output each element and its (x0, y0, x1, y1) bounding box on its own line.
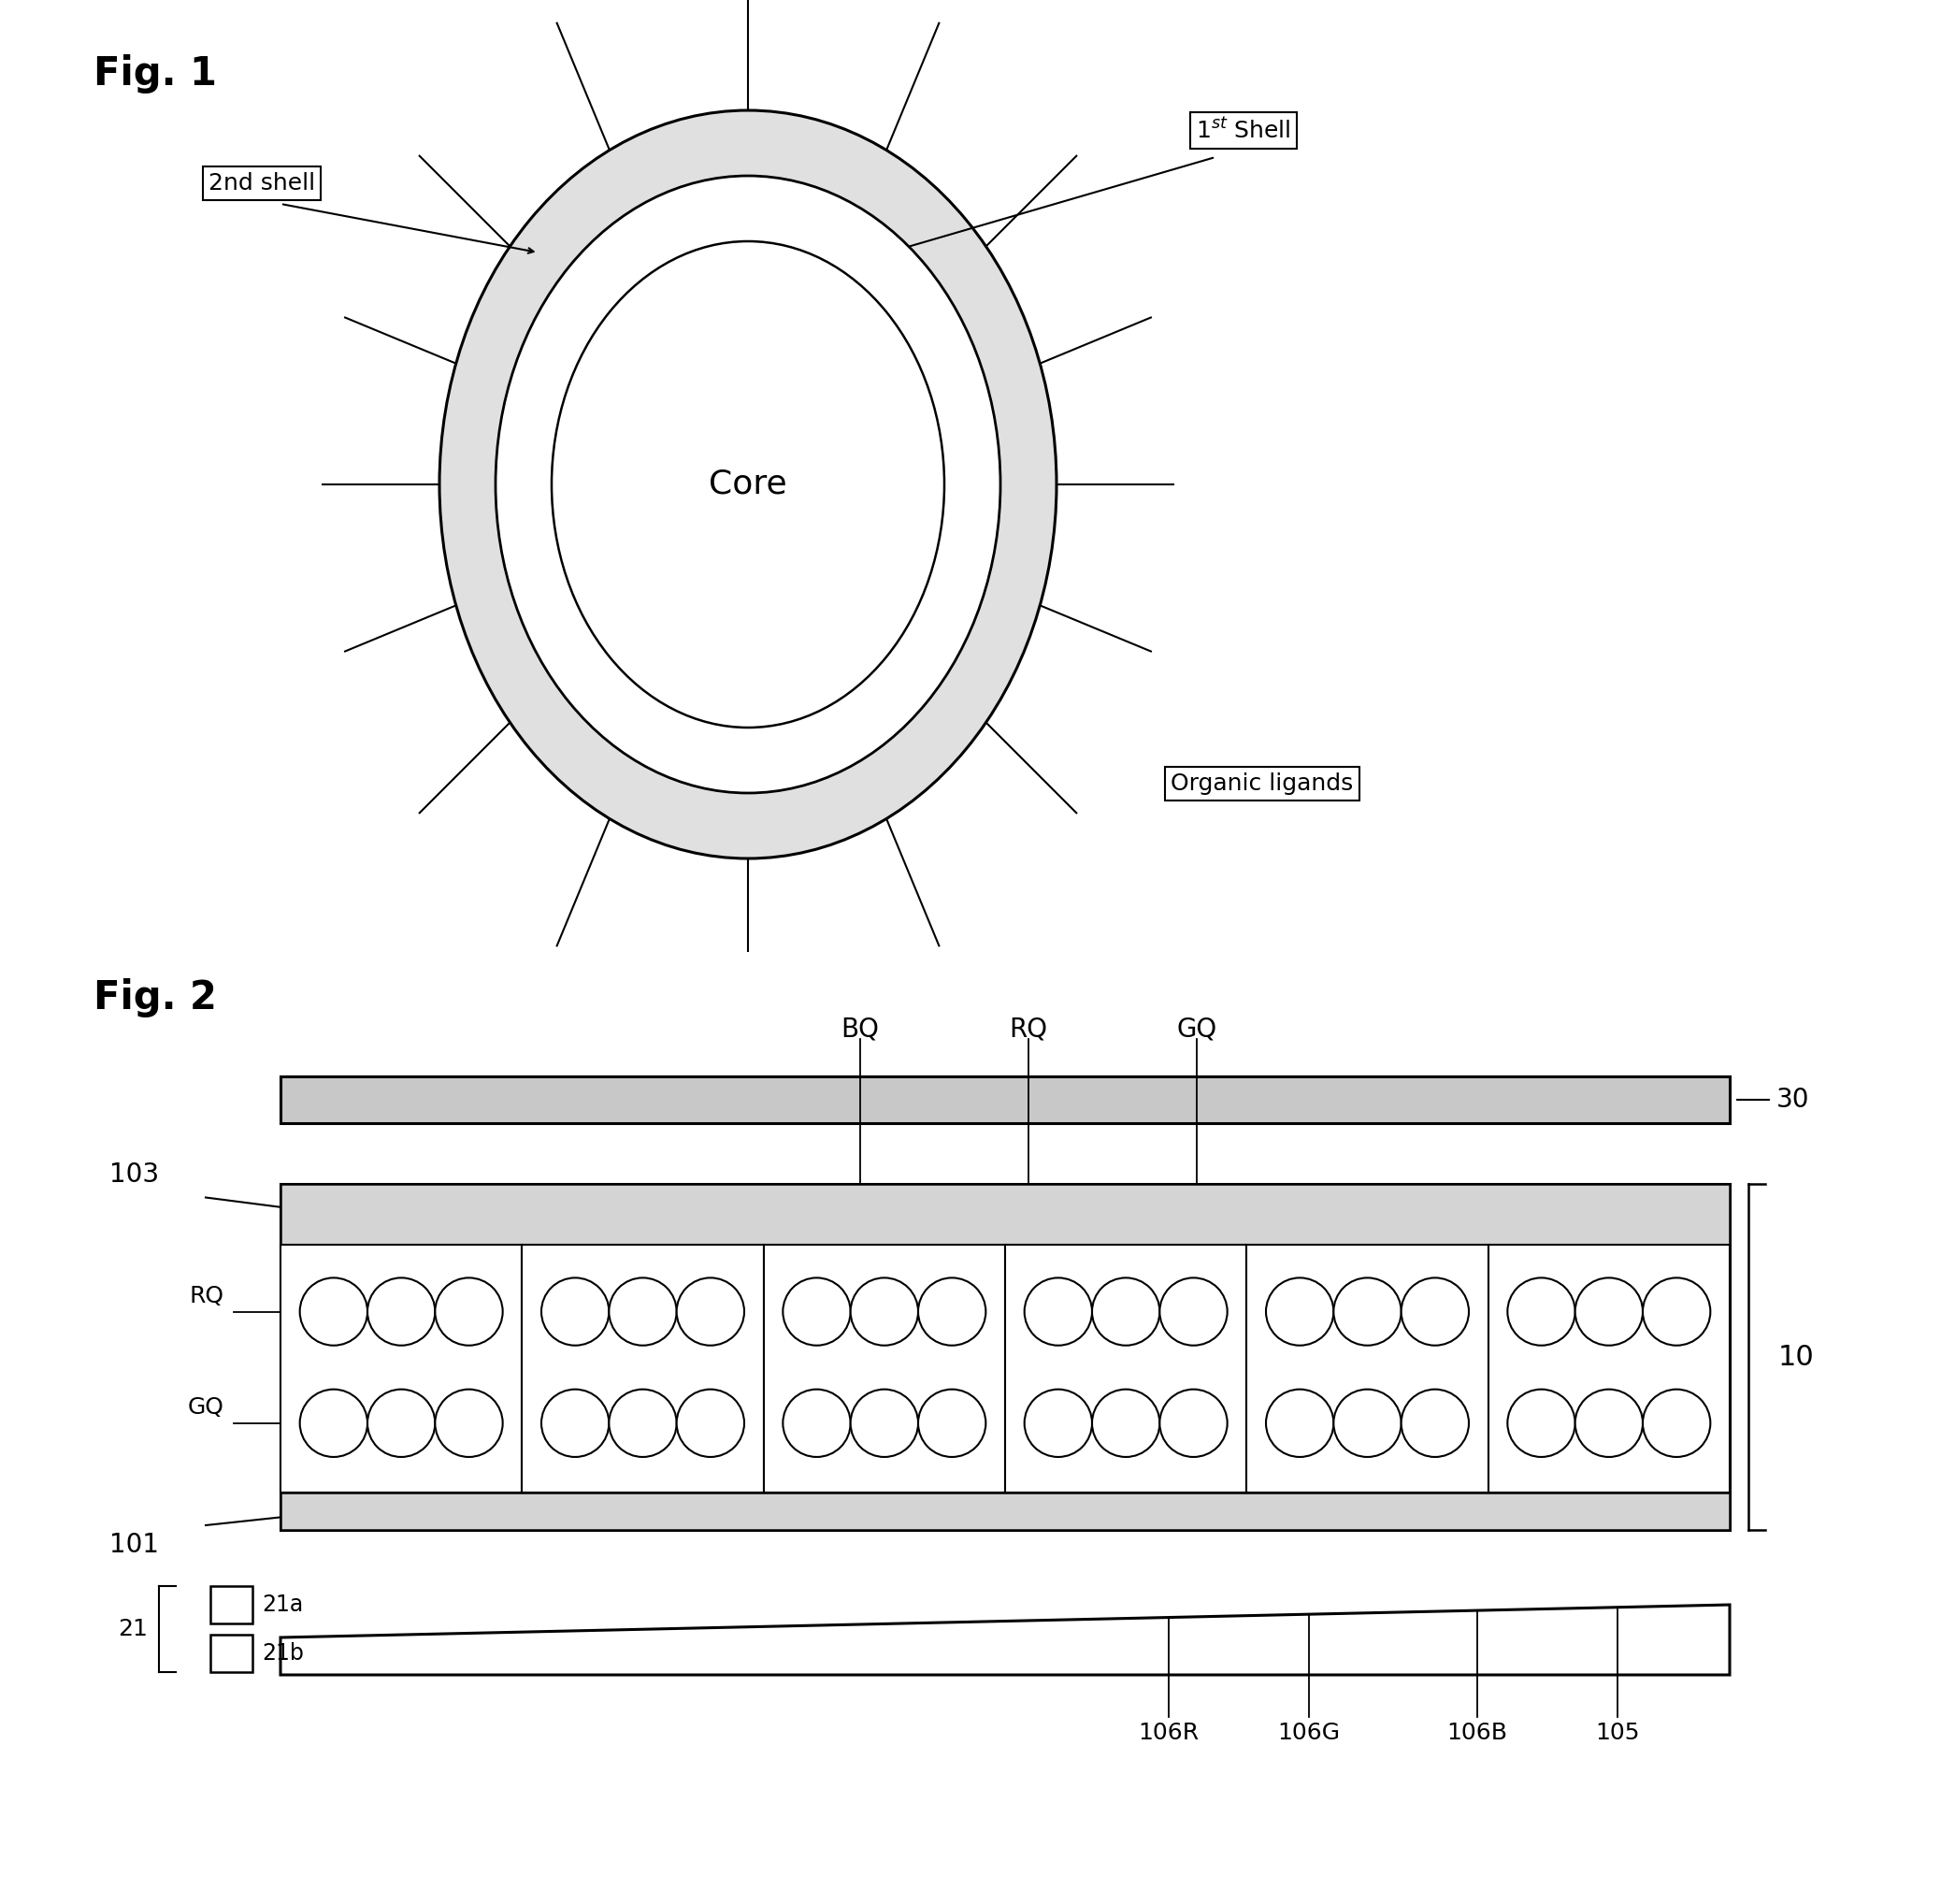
Text: 10: 10 (1778, 1344, 1815, 1371)
Circle shape (677, 1390, 743, 1457)
FancyBboxPatch shape (1005, 1245, 1246, 1493)
Circle shape (1508, 1278, 1574, 1346)
Text: 21: 21 (118, 1618, 148, 1639)
Circle shape (542, 1390, 609, 1457)
Text: BQ: BQ (840, 1015, 879, 1041)
Circle shape (1159, 1390, 1227, 1457)
FancyBboxPatch shape (210, 1636, 252, 1672)
FancyBboxPatch shape (210, 1586, 252, 1624)
Circle shape (435, 1390, 503, 1457)
Circle shape (782, 1390, 850, 1457)
Text: 101: 101 (109, 1533, 159, 1557)
Circle shape (677, 1278, 743, 1346)
Circle shape (850, 1278, 918, 1346)
Text: 1$^{st}$ Shell: 1$^{st}$ Shell (1196, 118, 1291, 143)
Circle shape (299, 1390, 367, 1457)
Circle shape (850, 1390, 918, 1457)
Text: 106B: 106B (1446, 1721, 1508, 1744)
Text: 106G: 106G (1277, 1721, 1341, 1744)
Circle shape (918, 1390, 986, 1457)
Circle shape (609, 1278, 677, 1346)
Circle shape (918, 1278, 986, 1346)
Circle shape (367, 1390, 435, 1457)
Circle shape (542, 1278, 609, 1346)
FancyBboxPatch shape (1489, 1245, 1729, 1493)
Circle shape (1025, 1278, 1093, 1346)
Polygon shape (281, 1605, 1729, 1676)
Text: 30: 30 (1776, 1087, 1809, 1112)
Text: 21b: 21b (262, 1641, 303, 1664)
Text: RQ: RQ (1009, 1015, 1048, 1041)
Text: RQ: RQ (190, 1285, 225, 1306)
Circle shape (1508, 1390, 1574, 1457)
Text: GQ: GQ (1176, 1015, 1217, 1041)
Text: 103: 103 (109, 1161, 159, 1188)
Ellipse shape (495, 175, 1000, 794)
Text: Fig. 1: Fig. 1 (93, 53, 217, 93)
Ellipse shape (551, 242, 945, 727)
Circle shape (435, 1278, 503, 1346)
Circle shape (1093, 1278, 1159, 1346)
Circle shape (1574, 1390, 1642, 1457)
Circle shape (1266, 1278, 1333, 1346)
Circle shape (782, 1278, 850, 1346)
Text: 2nd shell: 2nd shell (208, 171, 314, 194)
Circle shape (1401, 1390, 1469, 1457)
Circle shape (1642, 1278, 1710, 1346)
Text: GQ: GQ (188, 1396, 225, 1418)
Circle shape (299, 1278, 367, 1346)
Circle shape (1401, 1278, 1469, 1346)
Circle shape (367, 1278, 435, 1346)
FancyBboxPatch shape (763, 1245, 1005, 1493)
FancyBboxPatch shape (281, 1184, 1729, 1245)
Circle shape (1333, 1278, 1401, 1346)
Circle shape (1093, 1390, 1159, 1457)
FancyBboxPatch shape (281, 1493, 1729, 1531)
Text: Core: Core (708, 468, 786, 501)
FancyBboxPatch shape (281, 1076, 1729, 1123)
Circle shape (1333, 1390, 1401, 1457)
Ellipse shape (439, 110, 1056, 859)
Text: Fig. 2: Fig. 2 (93, 979, 217, 1017)
Circle shape (1266, 1390, 1333, 1457)
Circle shape (1025, 1390, 1093, 1457)
Circle shape (1574, 1278, 1642, 1346)
FancyBboxPatch shape (281, 1245, 522, 1493)
Circle shape (1642, 1390, 1710, 1457)
FancyBboxPatch shape (281, 1184, 1729, 1531)
Text: 21a: 21a (262, 1594, 303, 1616)
Circle shape (1159, 1278, 1227, 1346)
Text: 106R: 106R (1137, 1721, 1200, 1744)
Text: 105: 105 (1596, 1721, 1640, 1744)
FancyBboxPatch shape (522, 1245, 763, 1493)
FancyBboxPatch shape (1246, 1245, 1489, 1493)
Text: Organic ligands: Organic ligands (1170, 773, 1353, 794)
Circle shape (609, 1390, 677, 1457)
